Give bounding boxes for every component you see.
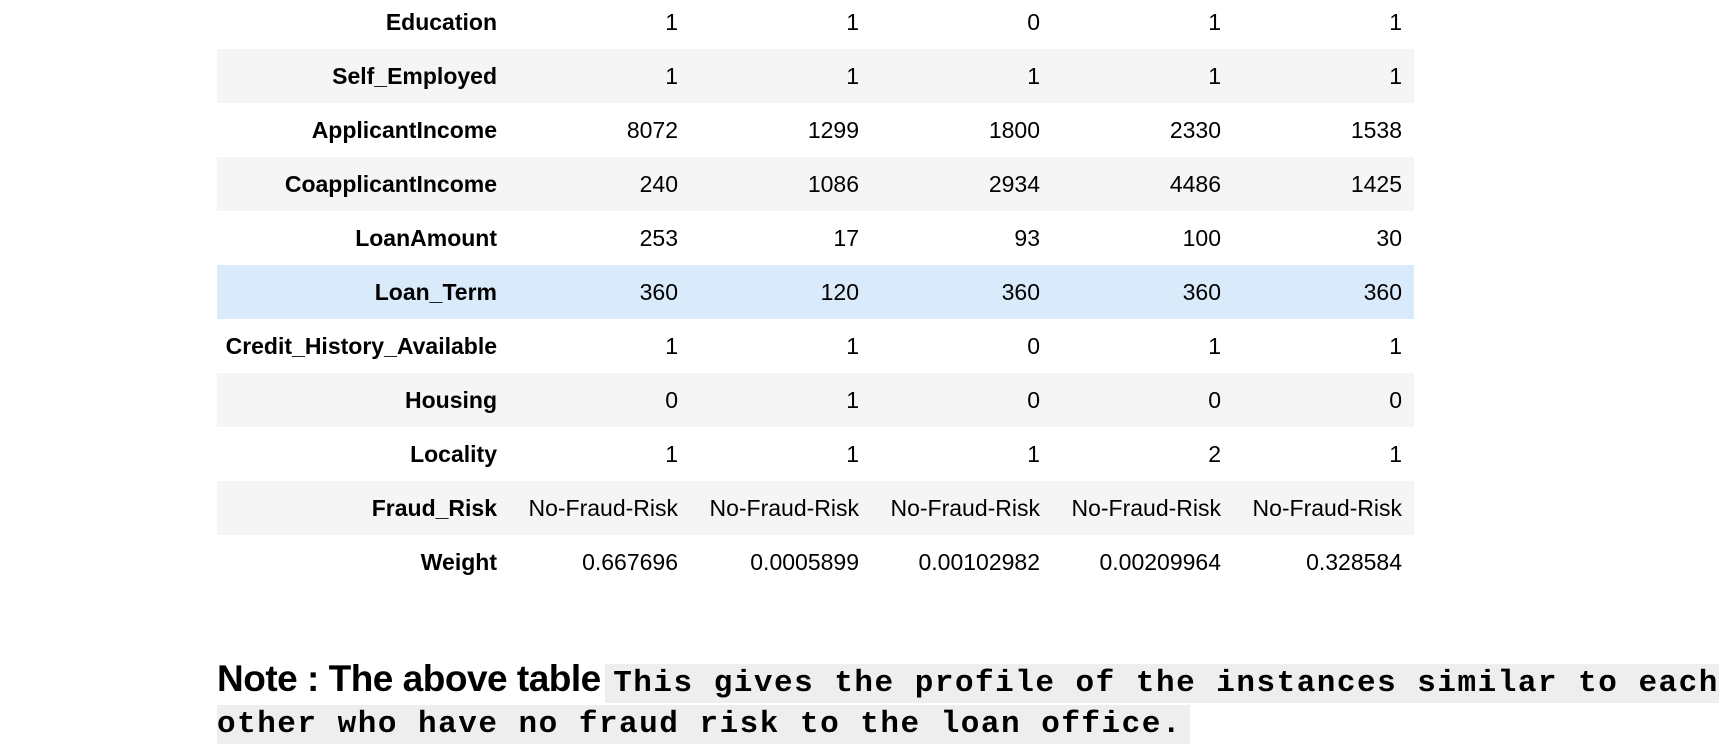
row-label: CoapplicantIncome: [284, 171, 497, 197]
table-cell: 0: [1027, 333, 1040, 359]
table-cell: 1: [846, 441, 859, 467]
table-cell: 1: [1208, 9, 1221, 35]
table-row-fraud-risk: Fraud_Risk No-Fraud-Risk No-Fraud-Risk N…: [217, 481, 1414, 535]
table-cell: 0: [1389, 387, 1402, 413]
table-cell: 1: [1208, 63, 1221, 89]
table-cell: No-Fraud-Risk: [890, 495, 1040, 521]
table-cell: No-Fraud-Risk: [528, 495, 678, 521]
table-cell: 0: [665, 387, 678, 413]
row-label: LoanAmount: [355, 225, 497, 251]
table-cell: 1: [1389, 63, 1402, 89]
table-cell: 1800: [988, 117, 1040, 143]
table-cell: 30: [1376, 225, 1402, 251]
row-label: Weight: [420, 549, 497, 575]
row-label: ApplicantIncome: [311, 117, 497, 143]
table-cell: 93: [1014, 225, 1040, 251]
table-cell: 253: [639, 225, 678, 251]
dataframe-table: Education 1 1 0 1 1 Self_Employed 1 1 1 …: [217, 0, 1414, 589]
table-cell: 1: [1027, 63, 1040, 89]
table-cell: No-Fraud-Risk: [1252, 495, 1402, 521]
table-cell: 1: [1208, 333, 1221, 359]
table-row-applicant-income: ApplicantIncome 8072 1299 1800 2330 1538: [217, 103, 1414, 157]
table-cell: 1538: [1350, 117, 1402, 143]
table-cell: 360: [1001, 279, 1040, 305]
table-cell: 1: [1389, 9, 1402, 35]
table-cell: 360: [1363, 279, 1402, 305]
table-cell: 2: [1208, 441, 1221, 467]
table-cell: 120: [820, 279, 859, 305]
table-cell: 0.00102982: [918, 549, 1040, 575]
table-cell: 1: [665, 63, 678, 89]
table-cell: 4486: [1169, 171, 1221, 197]
table-cell: 100: [1182, 225, 1221, 251]
table-cell: 360: [1182, 279, 1221, 305]
table-cell: 0: [1027, 387, 1040, 413]
row-label: Credit_History_Available: [225, 333, 497, 359]
table-row-credit-history: Credit_History_Available 1 1 0 1 1: [217, 319, 1414, 373]
table-cell: 0: [1208, 387, 1221, 413]
table-cell: 1: [1389, 333, 1402, 359]
table-cell: 1: [665, 333, 678, 359]
table-cell: 1425: [1350, 171, 1402, 197]
table-cell: 8072: [626, 117, 678, 143]
table-cell: 1: [846, 63, 859, 89]
table-cell: 1: [665, 441, 678, 467]
table-cell: 1299: [807, 117, 859, 143]
table-cell: No-Fraud-Risk: [709, 495, 859, 521]
row-label: Loan_Term: [374, 279, 497, 305]
table-cell: 0.667696: [582, 549, 678, 575]
row-label: Locality: [410, 441, 497, 467]
note-paragraph: Note : The above table This gives the pr…: [217, 660, 1732, 747]
table-row-loan-amount: LoanAmount 253 17 93 100 30: [217, 211, 1414, 265]
table-cell: 1: [1027, 441, 1040, 467]
table-cell: 1: [846, 387, 859, 413]
table-cell: 1: [1389, 441, 1402, 467]
row-label: Fraud_Risk: [371, 495, 497, 521]
table-cell: 0.0005899: [750, 549, 859, 575]
row-label: Self_Employed: [332, 63, 497, 89]
table-row-locality: Locality 1 1 1 2 1: [217, 427, 1414, 481]
table-cell: 1: [846, 333, 859, 359]
table-row-self-employed: Self_Employed 1 1 1 1 1: [217, 49, 1414, 103]
table-cell: 17: [833, 225, 859, 251]
table-cell: 2934: [988, 171, 1040, 197]
table-cell: 1: [846, 9, 859, 35]
table-cell: 0.328584: [1306, 549, 1402, 575]
table-cell: 240: [639, 171, 678, 197]
row-label: Education: [385, 9, 497, 35]
row-label: Housing: [405, 387, 497, 413]
table-row-coapplicant-income: CoapplicantIncome 240 1086 2934 4486 142…: [217, 157, 1414, 211]
table-cell: 0.00209964: [1099, 549, 1221, 575]
table-cell: 0: [1027, 9, 1040, 35]
table-cell: 2330: [1169, 117, 1221, 143]
table-cell: No-Fraud-Risk: [1071, 495, 1221, 521]
table-row-education: Education 1 1 0 1 1: [217, 0, 1414, 49]
table-cell: 1: [665, 9, 678, 35]
table-row-loan-term: Loan_Term 360 120 360 360 360: [217, 265, 1414, 319]
table-cell: 1086: [807, 171, 859, 197]
table-row-housing: Housing 0 1 0 0 0: [217, 373, 1414, 427]
table-row-weight: Weight 0.667696 0.0005899 0.00102982 0.0…: [217, 535, 1414, 589]
note-heading: Note : The above table: [217, 658, 601, 699]
table-cell: 360: [639, 279, 678, 305]
